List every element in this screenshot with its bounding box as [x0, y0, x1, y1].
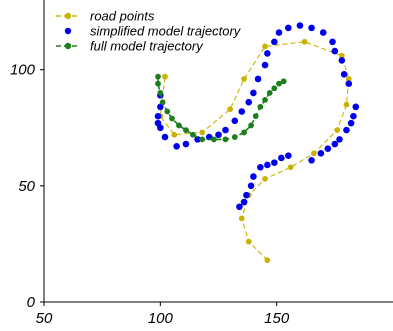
x-tick-label: 150 — [264, 310, 290, 327]
data-point — [278, 155, 285, 162]
data-point — [190, 132, 196, 138]
data-point — [257, 164, 264, 171]
data-point — [248, 123, 254, 129]
legend-marker — [65, 13, 71, 19]
data-point — [171, 132, 177, 138]
x-tick-label: 100 — [148, 310, 174, 327]
data-point — [329, 39, 336, 46]
data-point — [241, 76, 247, 82]
data-point — [288, 164, 294, 170]
data-point — [238, 108, 245, 115]
data-point — [308, 157, 315, 164]
legend-marker — [65, 28, 71, 34]
data-point — [262, 44, 268, 50]
data-point — [350, 113, 357, 120]
data-point — [157, 90, 163, 96]
data-point — [176, 123, 182, 129]
x-tick-label: 50 — [36, 310, 53, 327]
data-point — [348, 120, 355, 127]
plot-area — [155, 22, 359, 263]
series-line — [158, 77, 284, 140]
data-point — [222, 127, 229, 134]
data-point — [246, 239, 252, 245]
data-point — [199, 136, 205, 142]
data-point — [318, 150, 325, 157]
data-point — [332, 141, 339, 148]
data-point — [232, 134, 238, 140]
data-point — [239, 215, 245, 221]
y-tick-label: 50 — [18, 178, 35, 195]
data-point — [223, 136, 229, 142]
data-point — [267, 90, 273, 96]
data-point — [332, 48, 339, 55]
data-point — [334, 127, 340, 133]
data-point — [173, 143, 180, 150]
data-point — [297, 22, 304, 29]
data-point — [285, 152, 292, 159]
data-point — [245, 99, 252, 106]
data-point — [320, 29, 327, 36]
data-point — [255, 76, 262, 83]
data-point — [169, 116, 175, 122]
data-point — [264, 257, 270, 263]
legend-label: road points — [90, 9, 155, 24]
data-point — [262, 97, 268, 103]
data-point — [253, 113, 259, 119]
data-point — [236, 203, 243, 210]
data-point — [336, 136, 343, 143]
data-point — [155, 120, 162, 127]
data-point — [231, 118, 238, 125]
data-point — [302, 39, 308, 45]
data-point — [345, 80, 352, 87]
legend-marker — [65, 43, 71, 49]
data-point — [262, 62, 269, 69]
data-point — [250, 90, 257, 97]
data-point — [164, 109, 170, 115]
data-point — [344, 102, 350, 108]
data-point — [215, 131, 222, 138]
data-point — [262, 176, 268, 182]
data-point — [155, 74, 161, 80]
data-point — [352, 104, 359, 111]
data-point — [155, 113, 162, 120]
data-point — [241, 130, 247, 136]
data-point — [325, 145, 332, 152]
data-point — [162, 74, 168, 80]
data-point — [339, 57, 346, 64]
data-point — [271, 85, 277, 91]
data-point — [199, 130, 205, 136]
data-point — [248, 183, 255, 190]
data-point — [271, 159, 278, 166]
data-point — [183, 141, 190, 148]
data-point — [271, 39, 278, 46]
data-point — [281, 78, 287, 84]
data-point — [257, 104, 263, 110]
data-point — [241, 199, 248, 206]
data-point — [276, 29, 283, 36]
data-point — [308, 25, 315, 32]
legend-label: full model trajectory — [90, 39, 204, 54]
data-point — [311, 150, 317, 156]
y-tick-label: 100 — [10, 62, 36, 79]
data-point — [211, 136, 217, 142]
data-point — [160, 99, 166, 105]
data-point — [343, 127, 350, 134]
data-point — [227, 106, 233, 112]
y-tick-label: 0 — [27, 294, 36, 311]
data-point — [264, 162, 271, 169]
data-point — [243, 192, 250, 199]
data-point — [155, 81, 161, 87]
data-point — [162, 134, 169, 141]
data-point — [183, 127, 189, 133]
data-point — [285, 25, 292, 32]
data-point — [264, 50, 271, 57]
legend-label: simplified model trajectory — [90, 24, 242, 39]
data-point — [341, 71, 348, 78]
data-point — [250, 173, 257, 180]
